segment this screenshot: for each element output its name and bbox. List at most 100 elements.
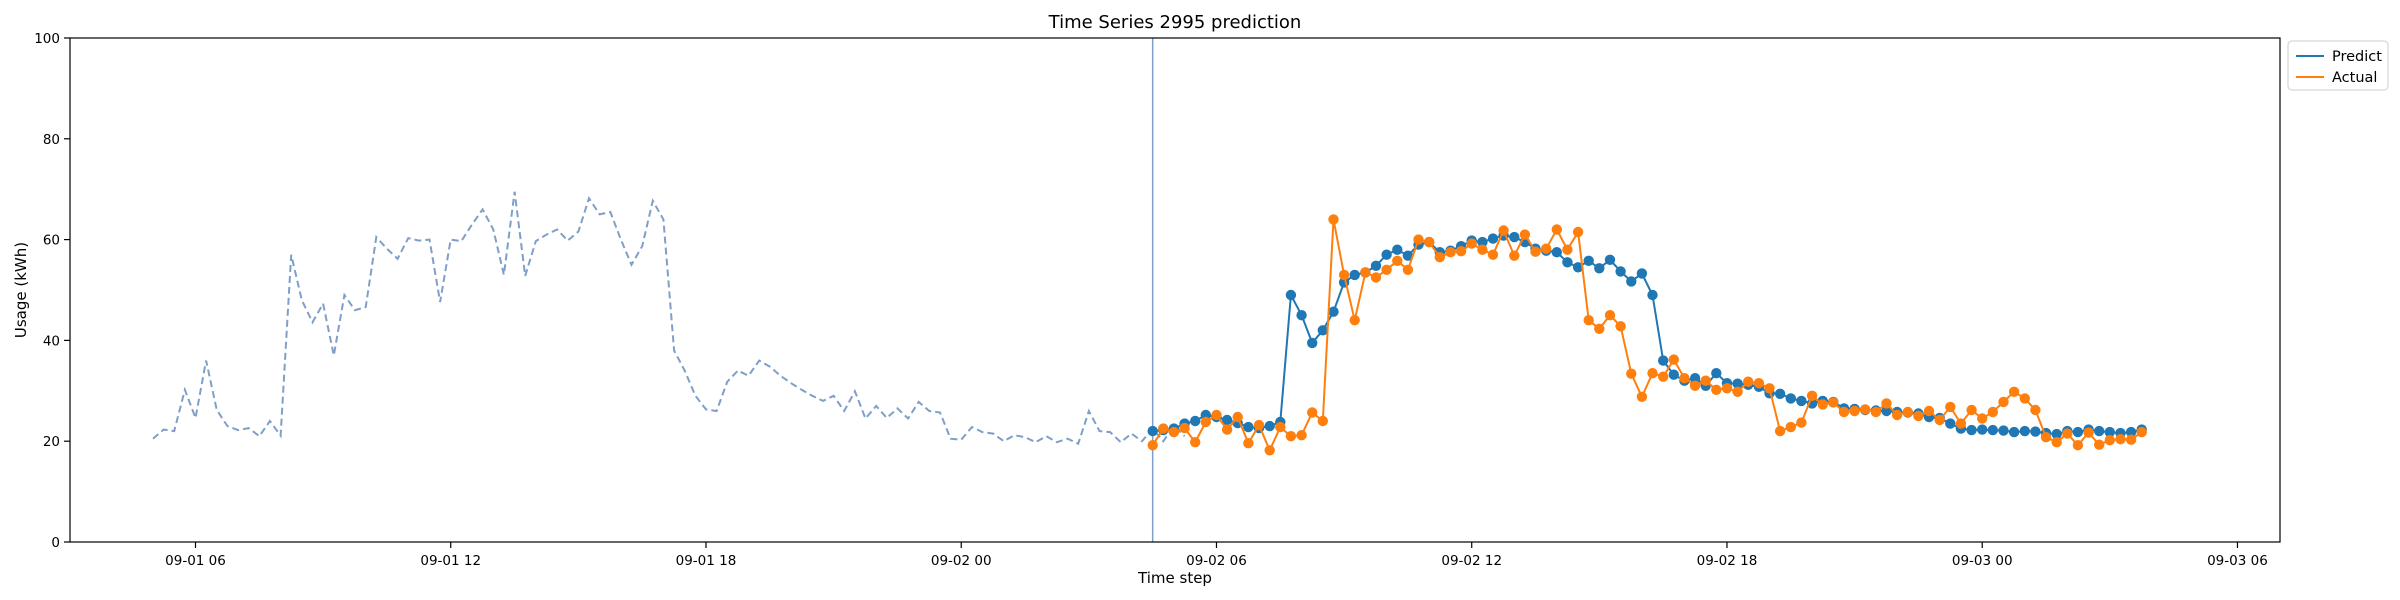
actual-point bbox=[1732, 386, 1743, 397]
actual-point bbox=[1349, 315, 1360, 326]
actual-point bbox=[1966, 404, 1977, 416]
y-axis: 0 20 40 60 80 100 bbox=[34, 31, 70, 551]
actual-point bbox=[1445, 247, 1456, 258]
predict-point bbox=[1668, 369, 1680, 380]
actual-point bbox=[1604, 310, 1616, 321]
predict-point bbox=[1190, 415, 1201, 427]
actual-point bbox=[1392, 255, 1403, 266]
actual-point bbox=[2115, 434, 2126, 445]
chart-title: Time Series 2995 prediction bbox=[1048, 12, 1302, 33]
predict-point bbox=[2008, 426, 2020, 438]
actual-point bbox=[1275, 421, 1286, 433]
actual-point bbox=[1466, 238, 1477, 249]
actual-point bbox=[1743, 376, 1754, 387]
actual-point bbox=[1285, 431, 1297, 442]
predict-point bbox=[2104, 426, 2115, 438]
actual-point bbox=[1870, 406, 1882, 418]
actual-point bbox=[2136, 426, 2147, 438]
actual-point bbox=[1360, 267, 1371, 278]
actual-point bbox=[1530, 246, 1541, 257]
predict-point bbox=[2094, 425, 2105, 437]
actual-point bbox=[1785, 421, 1797, 433]
legend-label-actual: Actual bbox=[2332, 70, 2377, 86]
actual-point bbox=[1190, 437, 1201, 448]
predict-point bbox=[1477, 236, 1488, 248]
predict-line bbox=[1152, 234, 2142, 436]
actual-point bbox=[1307, 407, 1318, 418]
actual-point bbox=[1700, 375, 1711, 386]
y-tick-label: 100 bbox=[34, 31, 60, 47]
predict-point bbox=[1615, 266, 1626, 277]
actual-point bbox=[2008, 386, 2020, 397]
predict-point bbox=[1594, 263, 1605, 274]
series-group bbox=[1147, 214, 2147, 456]
actual-point bbox=[1711, 384, 1722, 395]
predict-point bbox=[2072, 426, 2084, 438]
y-tick-label: 80 bbox=[43, 132, 60, 148]
predict-point bbox=[1977, 424, 1988, 435]
actual-point bbox=[1849, 405, 1860, 417]
actual-point bbox=[1881, 398, 1892, 409]
y-tick-label: 20 bbox=[43, 434, 60, 450]
predict-point bbox=[1562, 257, 1573, 268]
predict-point bbox=[1370, 260, 1382, 271]
predict-point bbox=[1402, 250, 1414, 261]
predict-point bbox=[1647, 289, 1658, 301]
x-tick-label: 09-02 18 bbox=[1697, 553, 1758, 569]
predict-point bbox=[1328, 306, 1339, 317]
actual-point bbox=[1626, 368, 1637, 379]
actual-line bbox=[1151, 219, 2143, 453]
actual-point bbox=[1487, 249, 1499, 260]
x-tick-label: 09-03 06 bbox=[2207, 553, 2268, 569]
actual-point bbox=[2094, 439, 2105, 450]
actual-point bbox=[1594, 323, 1605, 334]
actual-point bbox=[1402, 264, 1414, 275]
predict-point bbox=[1296, 310, 1307, 321]
predict-point bbox=[1636, 268, 1648, 279]
predict-point bbox=[1392, 244, 1403, 255]
actual-point bbox=[1998, 396, 2009, 408]
x-tick-label: 09-01 06 bbox=[165, 553, 226, 569]
actual-point bbox=[1955, 418, 1967, 429]
series-actual bbox=[1147, 214, 2147, 456]
predict-point bbox=[1774, 388, 1786, 399]
predict-point bbox=[1658, 355, 1669, 366]
x-axis: 09-01 06 09-01 12 09-01 18 09-02 00 09-02 06… bbox=[165, 542, 2268, 569]
actual-point bbox=[1179, 422, 1190, 434]
actual-point bbox=[1838, 406, 1850, 418]
predict-point bbox=[2125, 426, 2137, 438]
predict-point bbox=[1551, 247, 1563, 258]
actual-point bbox=[1424, 236, 1435, 248]
actual-point bbox=[2019, 393, 2031, 404]
history-series bbox=[152, 191, 1186, 446]
predict-point bbox=[1264, 420, 1275, 432]
predict-point bbox=[1987, 424, 1999, 436]
actual-point bbox=[1647, 368, 1658, 379]
actual-point bbox=[1232, 411, 1243, 423]
legend: Predict Actual bbox=[2287, 40, 2389, 91]
x-tick-label: 09-03 00 bbox=[1952, 553, 2013, 569]
actual-point bbox=[1370, 272, 1382, 283]
actual-point bbox=[1923, 405, 1935, 417]
x-tick-label: 09-02 06 bbox=[1186, 553, 1247, 569]
actual-point bbox=[1658, 371, 1669, 382]
predict-point bbox=[1945, 418, 1956, 429]
actual-point bbox=[1860, 404, 1871, 415]
actual-point bbox=[1147, 440, 1158, 451]
x-tick-label: 09-01 18 bbox=[676, 553, 737, 569]
actual-point bbox=[1264, 445, 1275, 456]
actual-point bbox=[1509, 250, 1520, 261]
actual-point bbox=[1221, 424, 1233, 435]
actual-point bbox=[1636, 391, 1648, 402]
actual-point bbox=[1519, 229, 1531, 240]
y-axis-label: Usage (kWh) bbox=[12, 242, 30, 338]
predict-point bbox=[1626, 276, 1637, 287]
actual-point bbox=[1168, 426, 1180, 438]
actual-point bbox=[1721, 383, 1733, 394]
actual-point bbox=[1572, 226, 1584, 238]
actual-point bbox=[1158, 423, 1169, 434]
actual-point bbox=[1455, 246, 1467, 257]
actual-point bbox=[2030, 404, 2041, 416]
actual-point bbox=[1562, 244, 1573, 255]
actual-point bbox=[2040, 432, 2052, 443]
